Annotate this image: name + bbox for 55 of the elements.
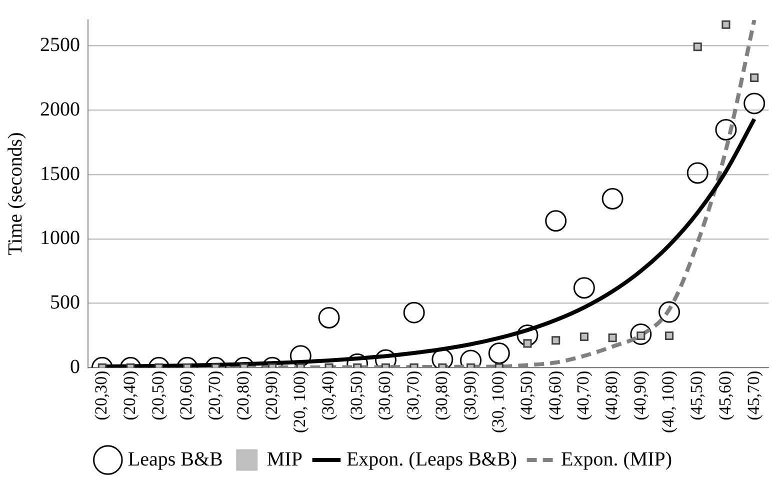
point	[516, 324, 538, 346]
x-tick-label: (30, 100)	[488, 370, 508, 434]
point	[318, 306, 340, 328]
point	[744, 92, 766, 114]
point	[374, 349, 396, 368]
x-tick-label: (40, 100)	[658, 370, 678, 434]
x-tick-label: (30,80)	[432, 370, 451, 420]
x-tick-label: (20,80)	[233, 370, 252, 420]
x-tick-label: (30,70)	[404, 370, 423, 420]
point	[686, 162, 708, 184]
point	[715, 118, 737, 140]
y-tick-label: 1500	[40, 162, 80, 185]
x-tick-label: (40,50)	[516, 370, 536, 420]
x-tick-label: (40,90)	[630, 370, 650, 420]
point	[602, 188, 624, 210]
point	[693, 42, 702, 52]
point	[403, 302, 425, 324]
point	[664, 331, 674, 340]
y-axis-title: Time (seconds)	[4, 132, 26, 256]
x-tick-label: (40,60)	[545, 370, 564, 420]
x-tick-label: (20, 100)	[290, 370, 310, 434]
x-tick-label: (20,40)	[120, 370, 139, 420]
legend-label: Leaps B&B	[128, 448, 223, 470]
x-tick-label: (40,80)	[602, 370, 622, 420]
point	[580, 332, 588, 342]
x-tick-label: (30,50)	[346, 370, 366, 420]
point	[630, 323, 652, 345]
x-tick-label: (30,40)	[318, 370, 338, 420]
x-tick-label: (45,70)	[744, 370, 763, 420]
x-tick-label: (40,70)	[574, 370, 593, 420]
y-tick-label: 2500	[40, 34, 80, 56]
point	[750, 73, 759, 82]
point	[523, 339, 532, 348]
x-tick-label: (30,60)	[375, 370, 394, 420]
point	[658, 301, 680, 323]
x-tick-label: (45,50)	[687, 370, 706, 420]
x-tick-label: (20,50)	[148, 370, 168, 420]
point	[552, 336, 560, 345]
legend-label: Expon. (Leaps B&B)	[346, 448, 517, 470]
legend-label: MIP	[266, 448, 302, 470]
y-tick-label: 500	[50, 292, 80, 314]
point	[545, 210, 567, 232]
point	[722, 20, 730, 29]
x-tick-label: (20,60)	[176, 370, 196, 420]
y-tick-label: 0	[70, 356, 80, 378]
x-tick-label: (30,90)	[460, 370, 480, 420]
x-tick-label: (20,30)	[92, 370, 111, 420]
legend-label: Expon. (MIP)	[560, 448, 672, 470]
x-tick-label: (20,70)	[205, 370, 224, 420]
x-tick-label: (20,90)	[262, 370, 281, 420]
point	[432, 348, 454, 368]
y-tick-label: 2000	[40, 98, 80, 120]
y-tick-label: 1000	[40, 227, 80, 250]
x-tick-label: (45,60)	[715, 370, 734, 420]
point	[573, 277, 595, 299]
